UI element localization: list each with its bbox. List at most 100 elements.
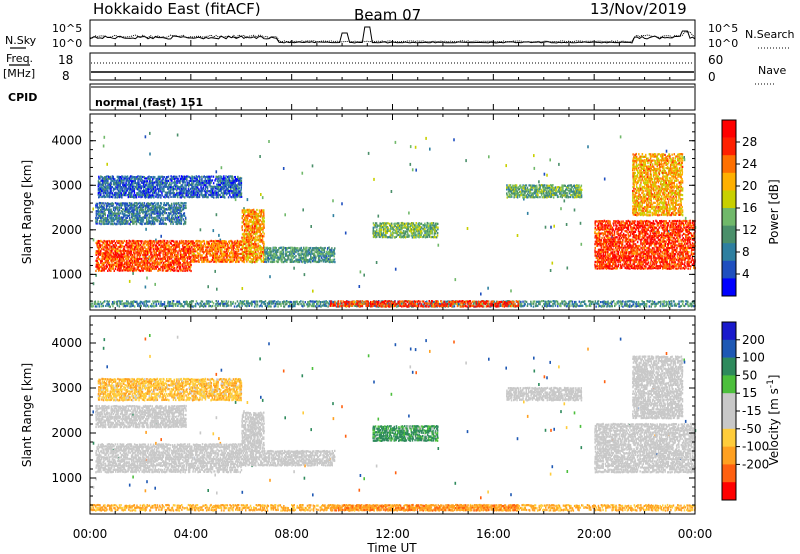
data-cell <box>133 191 136 194</box>
data-cell <box>259 254 262 258</box>
data-cell <box>257 219 259 222</box>
data-cell <box>147 267 149 270</box>
data-cell <box>130 269 133 272</box>
data-cell <box>184 206 186 210</box>
data-cell <box>96 206 99 209</box>
data-cell <box>209 185 211 188</box>
data-cell <box>139 214 141 218</box>
data-cell <box>193 260 195 263</box>
data-cell <box>104 208 107 211</box>
data-cell <box>206 175 209 178</box>
data-cell <box>546 196 548 199</box>
data-cell <box>141 245 143 248</box>
data-cell <box>112 204 114 207</box>
data-cell <box>192 182 194 185</box>
data-cell <box>252 215 255 218</box>
data-cell <box>99 190 101 193</box>
data-cell <box>117 216 119 219</box>
data-cell <box>252 216 254 220</box>
data-cell <box>171 182 173 185</box>
data-cell <box>324 253 327 256</box>
data-cell <box>150 259 152 262</box>
scatter-cell <box>611 235 613 239</box>
data-cell <box>131 260 134 263</box>
data-cell <box>174 220 176 223</box>
data-cell <box>124 175 126 178</box>
data-cell <box>123 245 126 248</box>
data-cell <box>551 193 554 196</box>
data-cell <box>124 188 126 191</box>
data-cell <box>293 246 296 249</box>
data-cell <box>135 216 138 219</box>
data-cell <box>286 251 289 254</box>
data-cell <box>132 239 135 242</box>
data-cell <box>141 267 144 270</box>
data-cell <box>100 192 102 195</box>
data-cell <box>114 206 117 209</box>
data-cell <box>112 267 114 270</box>
data-cell <box>235 178 238 181</box>
data-cell <box>323 256 325 259</box>
data-cell <box>109 212 111 215</box>
data-cell <box>257 212 260 216</box>
data-cell <box>236 185 239 188</box>
data-cell <box>262 230 264 234</box>
data-cell <box>192 258 194 261</box>
data-cell <box>251 242 254 245</box>
data-cell <box>177 179 179 183</box>
scatter-cell <box>565 223 568 226</box>
data-cell <box>552 196 555 199</box>
data-cell <box>136 202 138 205</box>
data-cell <box>211 179 214 182</box>
data-cell <box>253 256 255 259</box>
data-cell <box>328 252 331 256</box>
data-cell <box>314 258 317 261</box>
data-cell <box>251 238 254 242</box>
data-cell <box>122 241 124 244</box>
data-cell <box>190 247 192 250</box>
data-cell <box>106 218 109 221</box>
data-cell <box>137 269 140 272</box>
data-cell <box>243 236 246 239</box>
data-cell <box>567 186 570 189</box>
data-cell <box>188 252 190 255</box>
data-cell <box>169 263 171 266</box>
data-cell <box>247 235 250 238</box>
data-cell <box>142 269 144 272</box>
data-cell <box>111 218 113 221</box>
data-cell <box>210 187 212 191</box>
data-cell <box>144 267 146 270</box>
data-cell <box>197 254 199 257</box>
data-cell <box>301 256 304 259</box>
data-cell <box>408 225 410 229</box>
data-cell <box>153 243 155 246</box>
data-cell <box>97 258 100 261</box>
data-cell <box>148 222 150 225</box>
data-cell <box>161 269 164 272</box>
data-cell <box>186 243 189 246</box>
data-cell <box>144 192 147 195</box>
data-cell <box>578 186 580 189</box>
data-cell <box>253 232 256 235</box>
data-cell <box>180 248 183 251</box>
data-cell <box>279 255 282 258</box>
data-cell <box>141 265 144 268</box>
data-cell <box>260 252 263 255</box>
data-cell <box>164 252 167 255</box>
data-cell <box>249 238 252 241</box>
data-cell <box>254 235 257 238</box>
data-cell <box>278 247 280 250</box>
data-cell <box>260 248 262 251</box>
data-cell <box>131 202 133 205</box>
data-cell <box>295 248 297 251</box>
data-cell <box>223 246 225 249</box>
data-cell <box>219 181 222 184</box>
data-cell <box>251 226 254 229</box>
data-cell <box>173 191 176 195</box>
data-cell <box>579 196 581 199</box>
data-cell <box>198 254 200 257</box>
data-cell <box>135 223 138 226</box>
data-cell <box>263 246 266 249</box>
data-cell <box>231 248 233 251</box>
